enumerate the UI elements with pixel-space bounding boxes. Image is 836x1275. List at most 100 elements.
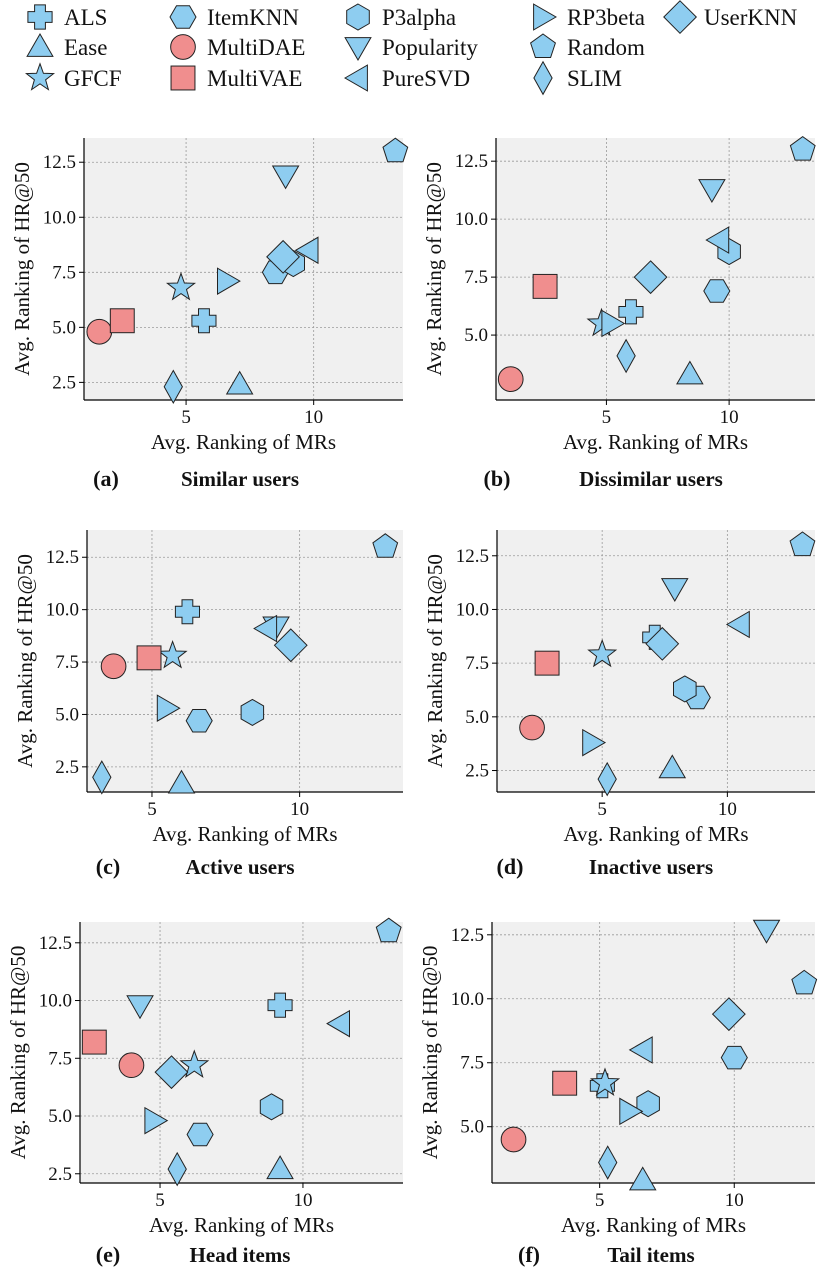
x-tick-label: 5 (602, 407, 612, 428)
point-multidae (519, 714, 545, 741)
plot-area (80, 922, 403, 1183)
panel-f: 5 10 5.0 7.5 10.0 12.5 Avg. Ranking of MRs Avg.… (418, 919, 818, 1267)
x-tick-label: 10 (720, 407, 739, 428)
point-multidae (118, 1052, 145, 1079)
point-puresvd (294, 236, 319, 265)
point-rp3beta (217, 267, 241, 295)
legend-gfcf-marker (24, 62, 56, 91)
point-multivae (534, 650, 560, 676)
y-tick-label: 7.5 (52, 262, 76, 283)
point-gfcf (589, 1067, 621, 1096)
legend-item-slim: SLIM (533, 60, 622, 96)
point-random (791, 969, 818, 995)
panel-c: 5 10 2.5 5.0 7.5 10.0 12.5 Avg. Ranking of MRs A… (13, 530, 403, 879)
panel-d: 5 10 2.5 5.0 7.5 10.0 12.5 Avg. Ranking of MRs A… (423, 530, 816, 879)
point-p3alpha (240, 698, 265, 726)
caption-letter: (a) (93, 466, 119, 491)
y-tick-label: 5.0 (48, 1106, 72, 1127)
point-als (267, 992, 293, 1018)
plot-area (87, 530, 403, 792)
legend-multidae-marker (170, 34, 196, 60)
point-userknn (273, 628, 308, 663)
y-tick-label: 5.0 (52, 317, 76, 338)
point-itemknn (186, 1122, 214, 1147)
point-multidae (500, 1126, 527, 1153)
legend-label-multivae: MultiVAE (207, 66, 302, 91)
x-axis-label: Avg. Ranking of MRs (563, 430, 748, 454)
caption-text: Inactive users (589, 855, 713, 879)
x-tick-label: 10 (293, 1190, 312, 1211)
y-tick-label: 5.0 (55, 704, 79, 725)
caption-letter: (e) (96, 1242, 120, 1267)
y-axis-label: Avg. Ranking of HR@50 (13, 554, 37, 768)
y-tick-label: 12.5 (456, 546, 489, 567)
legend-item-als: ALS (27, 4, 107, 30)
caption-text: Active users (185, 855, 294, 879)
legend-label-ease: Ease (64, 35, 107, 60)
legend-itemknn-marker (169, 5, 197, 29)
subplots: 5 10 2.5 5.0 7.5 10.0 12.5 Avg. Ranking of MRs A… (6, 135, 818, 1267)
point-random (789, 135, 816, 161)
y-tick-label: 7.5 (48, 1048, 72, 1069)
x-tick-label: 10 (725, 1190, 744, 1211)
legend-label-popularity: Popularity (382, 35, 478, 60)
y-axis-label: Avg. Ranking of HR@50 (423, 554, 447, 768)
legend: ALS Ease GFCF ItemKNN MultiDAE MultiVAE P3alph… (24, 0, 798, 96)
point-slim (616, 338, 636, 374)
x-tick-label: 5 (181, 407, 191, 428)
point-random (382, 137, 409, 163)
y-tick-label: 2.5 (48, 1164, 72, 1185)
legend-item-popularity: Popularity (344, 35, 478, 62)
point-multidae (100, 653, 127, 680)
x-axis-label: Avg. Ranking of MRs (152, 822, 337, 846)
y-tick-label: 2.5 (52, 372, 76, 393)
y-axis-label: Avg. Ranking of HR@50 (6, 946, 30, 1160)
point-slim (167, 1151, 187, 1187)
point-multivae (552, 1070, 578, 1096)
point-popularity (698, 179, 726, 203)
point-multidae (497, 366, 524, 392)
y-tick-label: 5.0 (464, 325, 488, 346)
point-slim (597, 761, 617, 797)
point-itemknn (185, 709, 213, 733)
y-tick-label: 5.0 (460, 1117, 484, 1138)
point-multidae (86, 318, 113, 345)
legend-puresvd-marker (343, 64, 368, 92)
x-tick-label: 5 (595, 1190, 605, 1211)
x-tick-label: 10 (304, 407, 323, 428)
point-puresvd (253, 614, 278, 643)
legend-item-gfcf: GFCF (24, 62, 122, 91)
legend-p3alpha-marker (346, 3, 370, 31)
point-gfcf (165, 271, 197, 301)
point-slim (163, 369, 183, 405)
point-ease (676, 360, 704, 385)
caption-text: Dissimilar users (579, 467, 723, 491)
point-itemknn (703, 279, 731, 303)
legend-label-p3alpha: P3alpha (382, 5, 456, 30)
x-axis-label: Avg. Ranking of MRs (561, 1213, 746, 1237)
y-tick-label: 5.0 (465, 707, 489, 728)
legend-item-random: Random (530, 33, 645, 60)
point-slim (92, 760, 112, 795)
y-tick-label: 10.0 (451, 989, 484, 1010)
point-userknn (711, 997, 746, 1032)
x-tick-label: 5 (155, 1190, 165, 1211)
y-axis-label: Avg. Ranking of HR@50 (10, 162, 34, 376)
point-random (375, 917, 402, 943)
point-multivae (136, 645, 162, 671)
point-gfcf (587, 638, 618, 668)
y-tick-label: 7.5 (460, 1053, 484, 1074)
caption-text: Head items (190, 1243, 291, 1267)
point-puresvd (705, 226, 730, 254)
legend-popularity-marker (344, 37, 372, 62)
point-multivae (532, 273, 558, 299)
point-rp3beta (601, 309, 626, 338)
point-popularity (660, 578, 689, 602)
legend-ease-marker (26, 32, 54, 57)
point-userknn (633, 260, 668, 295)
legend-item-puresvd: PureSVD (343, 64, 470, 92)
point-rp3beta (156, 694, 181, 722)
legend-label-itemknn: ItemKNN (207, 5, 299, 30)
caption-letter: (c) (96, 854, 120, 879)
